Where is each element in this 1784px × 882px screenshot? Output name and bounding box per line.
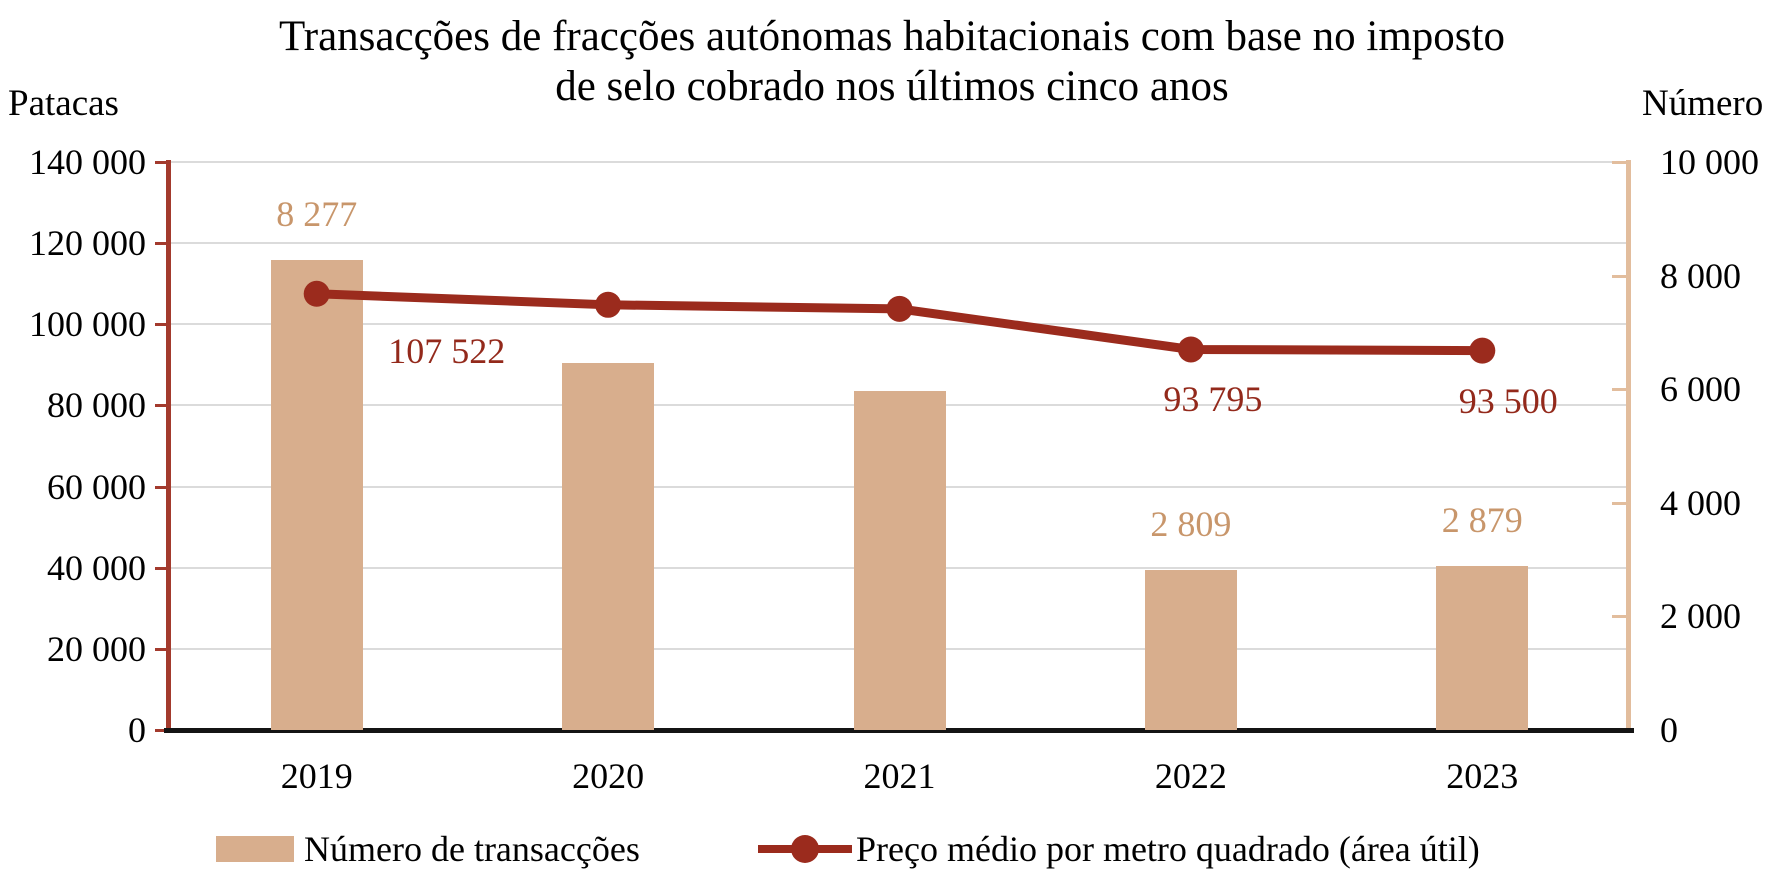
bar-data-label-2019: 8 277 (276, 193, 358, 234)
line-point-2022 (1177, 336, 1204, 363)
gridline (171, 323, 1626, 326)
left-axis-tick (155, 404, 167, 408)
left-axis-tick-label: 120 000 (29, 223, 146, 264)
right-axis-tick (1612, 274, 1626, 278)
legend-item-bar-series: Número de transacções (216, 826, 640, 872)
left-axis-tick-label: 40 000 (47, 547, 146, 588)
right-axis-tick-label: 4 000 (1660, 482, 1741, 523)
left-axis-tick-label: 0 (128, 710, 146, 750)
right-axis-tick-label: 6 000 (1660, 369, 1741, 410)
line-data-label-2019: 107 522 (388, 330, 506, 371)
category-label-2022: 2022 (1154, 756, 1227, 796)
bar-data-label-2023: 2 879 (1441, 500, 1523, 541)
left-axis-tick (155, 729, 167, 732)
left-axis-tick (155, 242, 167, 246)
gridline (171, 161, 1626, 163)
right-axis-tick (1612, 161, 1626, 164)
line-series-marker-icon (758, 834, 852, 864)
legend-label-bar-series: Número de transacções (304, 829, 640, 869)
bar-2021 (853, 390, 946, 730)
category-label-2023: 2023 (1446, 756, 1519, 796)
left-axis-line (166, 160, 171, 733)
chart-title-line2: de selo cobrado nos últimos cinco anos (555, 63, 1229, 110)
left-axis-tick-label: 20 000 (47, 628, 146, 669)
left-axis-title: Patacas (8, 83, 119, 124)
left-axis-tick (155, 566, 167, 570)
right-axis-tick-label: 0 (1660, 710, 1678, 750)
left-axis-tick (155, 161, 167, 164)
left-axis-tick-label: 60 000 (47, 466, 146, 507)
legend-item-line-series: Preço médio por metro quadrado (área úti… (758, 826, 1480, 872)
left-axis-tick (155, 323, 167, 327)
right-axis-tick (1612, 388, 1626, 392)
category-label-2021: 2021 (863, 756, 936, 796)
category-label-2020: 2020 (572, 756, 645, 796)
right-axis-tick (1612, 501, 1626, 505)
chart-title: Transacções de fracções autónomas habita… (62, 12, 1722, 112)
left-axis-tick-label: 100 000 (29, 304, 146, 345)
right-axis-tick (1612, 615, 1626, 619)
left-axis-tick (155, 647, 167, 651)
left-axis-tick-label: 80 000 (47, 385, 146, 426)
bar-series-swatch-icon (216, 836, 294, 862)
line-data-label-2022: 93 795 (1163, 379, 1263, 420)
line-point-2023 (1469, 337, 1496, 364)
right-axis-tick-label: 8 000 (1660, 255, 1741, 296)
bar-data-label-2022: 2 809 (1150, 504, 1232, 545)
left-axis-tick-label: 140 000 (29, 142, 146, 182)
right-axis-tick-label: 2 000 (1660, 596, 1741, 637)
line-data-label-2023: 93 500 (1458, 380, 1558, 421)
line-point-2021 (886, 295, 913, 322)
bar-2020 (562, 362, 655, 730)
right-axis-title: Número (1642, 83, 1764, 124)
gridline (171, 242, 1626, 245)
left-axis-tick (155, 485, 167, 489)
bar-2022 (1144, 570, 1237, 730)
right-axis-line (1626, 160, 1631, 733)
legend-label-line-series: Preço médio por metro quadrado (área úti… (856, 829, 1480, 869)
category-label-2019: 2019 (280, 756, 353, 796)
chart-title-line1: Transacções de fracções autónomas habita… (279, 13, 1505, 60)
x-axis-line (164, 728, 1634, 733)
legend: Número de transacções Preço médio por me… (0, 826, 1784, 872)
line-point-2020 (595, 291, 622, 318)
right-axis-tick-label: 10 000 (1660, 142, 1759, 182)
bar-2023 (1436, 566, 1529, 730)
